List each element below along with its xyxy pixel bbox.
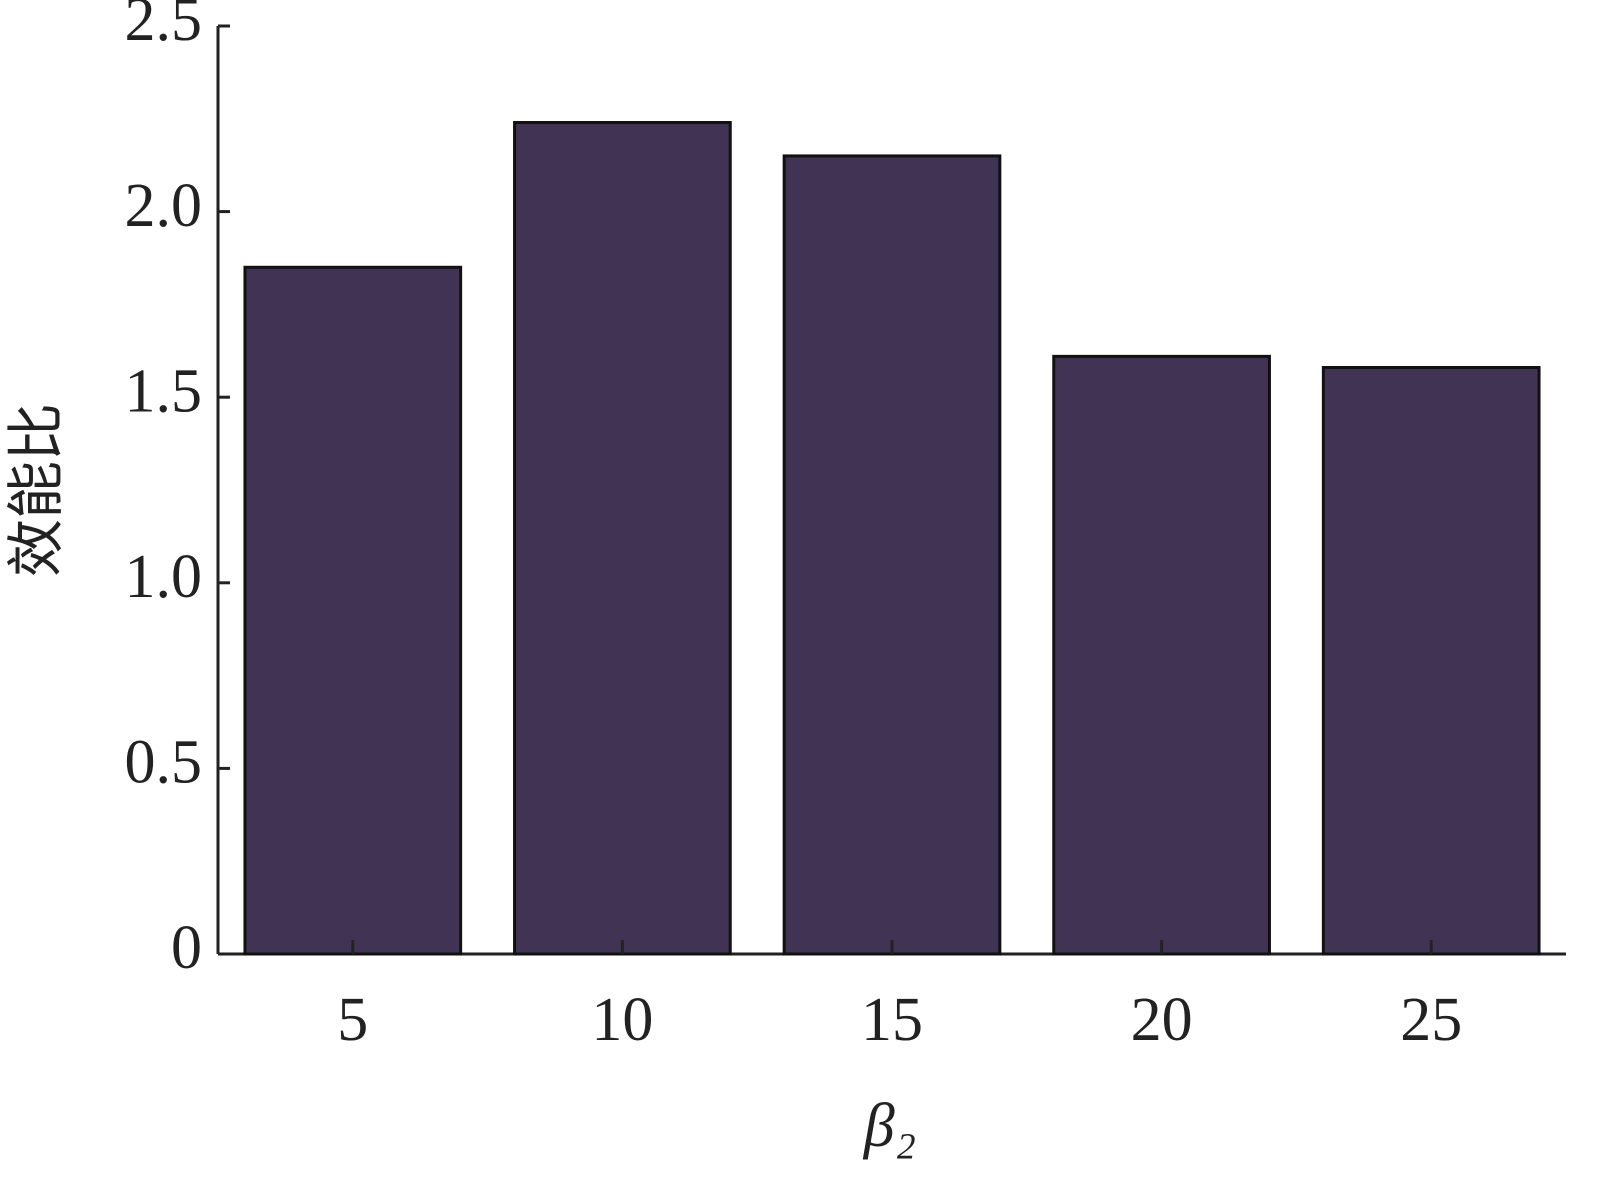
y-tick-label: 1.5 — [125, 357, 203, 425]
y-tick-label: 0.5 — [125, 729, 203, 797]
y-tick-label: 2.5 — [125, 0, 203, 54]
bar — [243, 265, 463, 956]
y-axis-label: 效能比 — [2, 403, 70, 577]
x-tick-label: 20 — [1131, 986, 1193, 1054]
x-tick-label: 5 — [337, 986, 368, 1054]
x-tick-label: 10 — [591, 986, 653, 1054]
y-tick-label: 0 — [171, 914, 202, 982]
x-tick-label: 15 — [861, 986, 923, 1054]
x-axis-label: β₂ — [863, 1092, 916, 1160]
y-tick-label: 2.0 — [125, 172, 203, 240]
bar — [513, 121, 732, 956]
bar — [1321, 366, 1541, 956]
x-tick-label: 25 — [1400, 986, 1462, 1054]
bar — [1052, 354, 1271, 956]
bar — [782, 154, 1002, 956]
y-tick-label: 1.0 — [125, 543, 203, 611]
